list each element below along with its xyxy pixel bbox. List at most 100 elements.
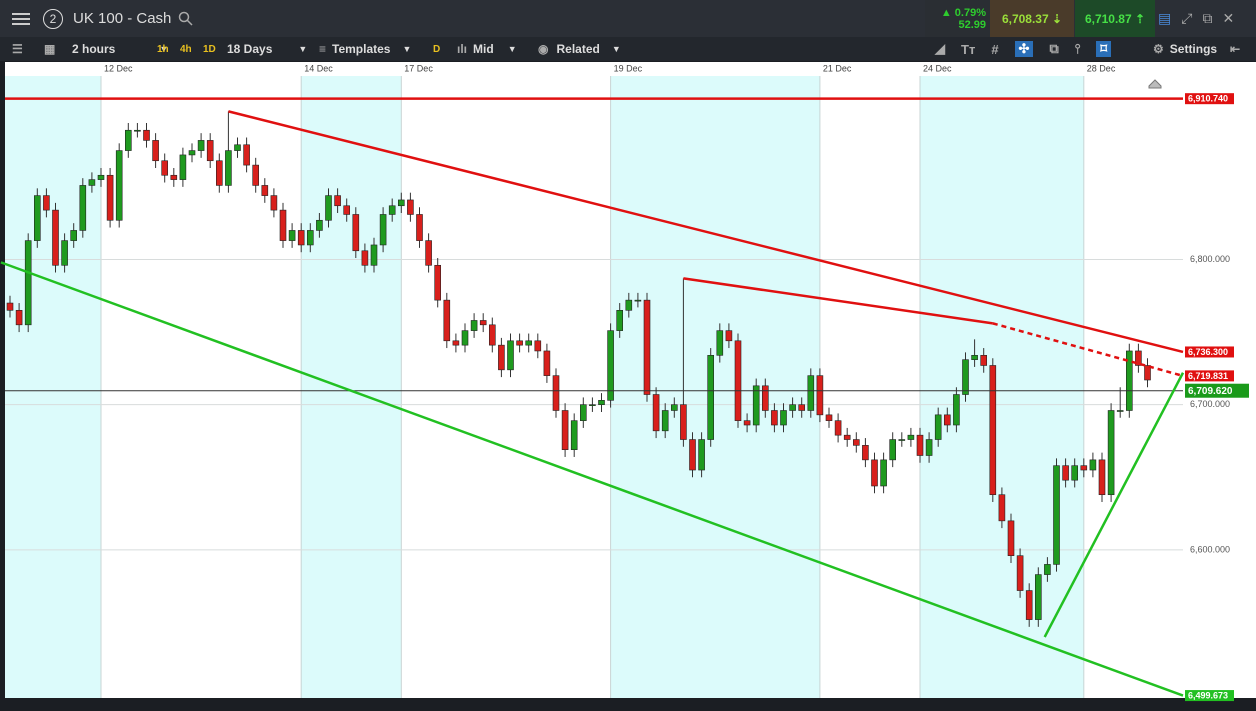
candle-body — [871, 459, 878, 487]
instrument-name[interactable]: UK 100 - Cash — [73, 10, 172, 27]
price-badge — [1185, 370, 1234, 382]
candle-body — [1126, 350, 1133, 411]
candle-body — [607, 330, 614, 401]
interval-select[interactable]: 2 hours ▼ — [72, 37, 168, 61]
candle-body — [143, 129, 150, 141]
candle-body — [743, 420, 751, 426]
candle-body — [115, 150, 123, 221]
candle-body — [370, 244, 378, 266]
candle-body — [61, 240, 68, 266]
range-select[interactable]: 18 Days ▼ — [227, 37, 307, 61]
workspace-badge[interactable]: 2 — [43, 9, 63, 29]
settings-button[interactable]: ⚙ Settings — [1153, 37, 1217, 61]
candle-body — [698, 439, 705, 471]
list-icon[interactable]: ☰ — [12, 42, 23, 56]
price-badge-label: 6,499.673 — [1188, 690, 1228, 700]
candle-body — [771, 410, 778, 426]
drawings — [0, 97, 1185, 697]
popout-icon[interactable]: ⧉ — [1202, 10, 1213, 26]
session-bands — [5, 76, 1084, 698]
templates-button[interactable]: ≡ Templates ▼ — [319, 37, 411, 61]
price-select[interactable]: ılı Mid ▼ — [457, 37, 517, 61]
tool-icon[interactable]: ⫯ — [1074, 41, 1081, 56]
candle-body — [589, 404, 596, 406]
quick-1d[interactable]: 1D — [203, 43, 216, 55]
candle-body — [971, 355, 978, 360]
copy-icon[interactable]: ⧉ — [1049, 41, 1059, 56]
depth-icon[interactable]: ▤ — [1158, 10, 1172, 26]
candle-body — [152, 140, 159, 162]
candle-body — [206, 140, 214, 162]
dropdown-arrow: ▼ — [611, 44, 621, 54]
sell-button[interactable]: 6,708.37 ⇣ — [990, 0, 1074, 37]
change-percent: ▲ 0.79% — [940, 6, 986, 19]
candle-body — [134, 129, 141, 132]
candle-body — [261, 185, 269, 196]
candle-body — [243, 144, 250, 166]
crosshair-icon[interactable]: ✣ — [1014, 41, 1034, 57]
candle-body — [379, 214, 387, 246]
candle-body — [1062, 465, 1069, 481]
candle-body — [6, 302, 14, 311]
candle-body — [70, 230, 77, 241]
axis-labels: 12 Dec 14 Dec 17 Dec 19 Dec 21 Dec 24 Dec 28 D… — [104, 63, 1249, 702]
grid-icon[interactable]: # — [991, 41, 999, 57]
x-tick-label: 28 Dec — [1087, 63, 1116, 73]
candle-body — [934, 414, 942, 440]
collapse-icon[interactable]: ⇤ — [1230, 42, 1241, 56]
candle-body — [306, 230, 314, 246]
candle-body — [216, 160, 223, 186]
candle-body — [170, 174, 178, 180]
candle-body — [479, 320, 487, 326]
candle-body — [1016, 555, 1024, 591]
candle-body — [1107, 410, 1115, 496]
price-badge-label: 6,709.620 — [1188, 386, 1233, 397]
trend-line — [228, 110, 1184, 354]
text-icon[interactable]: Tт — [961, 41, 976, 57]
candle-body — [270, 195, 278, 211]
candle-body — [1007, 520, 1015, 556]
candle-body — [534, 340, 542, 352]
candle-body — [106, 174, 114, 221]
candle-body — [388, 205, 396, 215]
candle-body — [707, 355, 715, 440]
d-button[interactable]: D — [433, 43, 441, 55]
candle-body — [980, 355, 988, 366]
price-badge-label: 6,719.831 — [1188, 371, 1228, 381]
candle-body — [443, 299, 451, 342]
candle-body — [252, 164, 259, 186]
candle-body — [297, 230, 305, 246]
session-band — [920, 76, 1084, 698]
candle-body — [962, 359, 969, 395]
header: 2 UK 100 - Cash ▲ 0.79% 52.99 6,708.37 ⇣… — [0, 0, 1256, 37]
quick-4h[interactable]: 4h — [180, 43, 192, 55]
candle-body — [834, 420, 842, 436]
expand-icon[interactable]: ⤢ — [1181, 10, 1193, 26]
candle-body — [225, 150, 232, 186]
home-icon[interactable] — [1148, 79, 1162, 89]
candle-body — [989, 365, 997, 496]
candle-body — [316, 219, 323, 231]
quick-1h[interactable]: 1h — [157, 43, 169, 55]
candle-body — [752, 385, 760, 426]
candle-body — [325, 195, 332, 221]
grid — [5, 76, 1183, 698]
tag-icon[interactable]: ⌑ — [1096, 41, 1112, 57]
candle-body — [689, 439, 696, 471]
candle-body — [470, 320, 478, 331]
candle-body — [616, 310, 624, 331]
close-icon[interactable]: ✕ — [1222, 10, 1235, 26]
related-button[interactable]: ◉ Related ▼ — [538, 37, 621, 61]
x-tick-label: 14 Dec — [304, 63, 333, 73]
search-icon[interactable] — [178, 0, 194, 37]
candle-body — [352, 214, 360, 252]
layout-icon[interactable]: ▦ — [44, 42, 56, 56]
buy-price: 6,710.87 — [1084, 11, 1132, 26]
session-band — [610, 76, 820, 698]
price-badge-label: 6,736.300 — [1188, 347, 1228, 357]
buy-button[interactable]: 6,710.87 ⇡ — [1075, 0, 1155, 37]
draw-icon[interactable]: ◢ — [935, 41, 945, 56]
settings: Settings — [1169, 42, 1218, 56]
menu-button[interactable] — [12, 0, 32, 37]
dropdown-arrow: ▼ — [507, 44, 517, 54]
